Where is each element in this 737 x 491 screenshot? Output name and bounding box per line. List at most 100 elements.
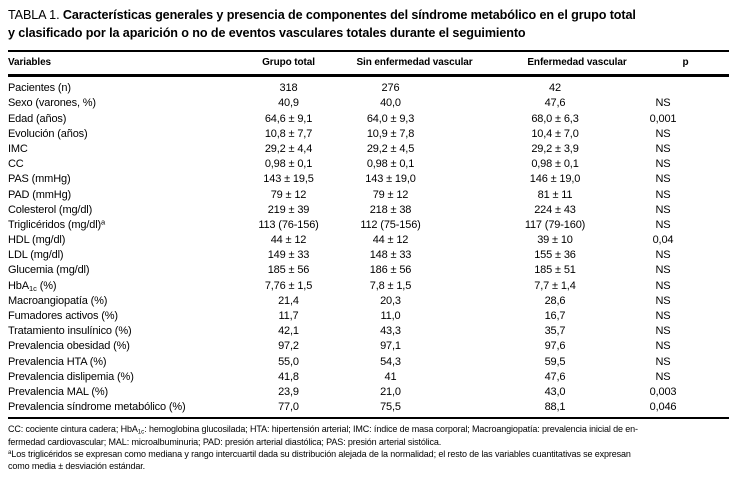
cell-sin-enfermedad-vascular: 75,5 [380,401,401,414]
cell-p-value: NS [655,310,671,322]
cell-enfermedad-vascular: 81 ± 11 [537,188,573,201]
cell-grupo-total: 55,0 [278,355,299,368]
cell-enfermedad-vascular: 29,2 ± 3,9 [531,142,579,155]
cell-enfermedad-vascular: 224 ± 43 [534,203,576,216]
cell-p-value: NS [655,142,671,155]
cell-sin-enfermedad-vascular: 10,9 ± 7,8 [366,127,415,140]
row-label: Prevalencia HTA (%) [8,355,107,368]
footnote-line-3: aLos triglicéridos se expresan como medi… [8,448,631,459]
row-label: PAD (mmHg) [8,188,72,201]
row-label: CC [8,158,24,171]
table-header: Variables Grupo total Sin enfermedad vas… [8,51,729,78]
row-label: Fumadores activos (%) [8,310,118,322]
cell-grupo-total: 219 ± 39 [267,203,310,216]
table-number: TABLA 1. [8,8,60,22]
column-header-p: p [642,51,729,78]
cell-sin-enfermedad-vascular: 11,0 [380,310,401,322]
cell-grupo-total: 0,98 ± 0,1 [264,158,313,171]
cell-sin-enfermedad-vascular: 112 (75-156) [360,218,421,231]
cell-sin-enfermedad-vascular: 40,0 [380,97,401,110]
cell-sin-enfermedad-vascular: 97,1 [380,340,401,353]
row-label: Prevalencia dislipemia (%) [8,370,134,383]
cell-p-value: NS [655,158,671,171]
table-title-line1: Características generales y presencia de… [62,8,636,22]
row-label: HbA1c (%) [8,279,57,293]
cell-enfermedad-vascular: 117 (79-160) [524,218,586,231]
table-row: Triglicéridos (mg/dl)a 113 (76-156) 112 … [8,217,729,232]
table-row: LDL (mg/dl) 149 ± 33 148 ± 33 155 ± 36 N… [8,248,729,263]
table-row: Prevalencia síndrome metabólico (%) 77,0… [8,400,729,419]
cell-p-value: 0,046 [649,401,677,414]
row-label: Macroangiopatía (%) [8,294,108,307]
cell-p-value: NS [655,325,671,338]
row-label: LDL (mg/dl) [8,249,64,262]
footnote-line-4: como media ± desviación estándar. [8,461,146,472]
table-title: TABLA 1. Características generales y pre… [8,7,729,42]
row-label: Prevalencia MAL (%) [8,385,109,398]
cell-grupo-total: 113 (76-156) [258,218,319,231]
row-label: Glucemia (mg/dl) [8,264,90,277]
cell-grupo-total: 77,0 [278,401,299,414]
table-row: Prevalencia MAL (%) 23,9 21,0 43,0 0,003 [8,384,729,399]
row-label: Prevalencia síndrome metabólico (%) [8,401,186,414]
cell-enfermedad-vascular: 47,6 [544,97,566,110]
row-label: Tratamiento insulínico (%) [8,325,132,338]
table-row: Fumadores activos (%) 11,7 11,0 16,7 NS [8,308,729,323]
row-label: HDL (mg/dl) [8,234,66,247]
cell-grupo-total: 29,2 ± 4,4 [264,142,313,155]
table-row: HDL (mg/dl) 44 ± 12 44 ± 12 39 ± 10 0,04 [8,232,729,247]
cell-p-value: NS [655,218,671,231]
cell-p-value: NS [655,188,671,201]
cell-enfermedad-vascular: 146 ± 19,0 [529,173,581,186]
table-row: Sexo (varones, %) 40,9 40,0 47,6 NS [8,96,729,111]
characteristics-table: Variables Grupo total Sin enfermedad vas… [8,50,729,420]
cell-enfermedad-vascular: 35,7 [544,325,566,338]
cell-p-value: 0,001 [649,112,677,125]
cell-sin-enfermedad-vascular: 20,3 [380,294,401,307]
footnote-line-2: fermedad cardiovascular; MAL: microalbum… [8,436,442,447]
cell-p-value: NS [655,294,671,307]
cell-enfermedad-vascular: 88,1 [544,401,566,414]
row-label: Colesterol (mg/dl) [8,203,93,216]
cell-p-value: NS [655,355,671,368]
cell-sin-enfermedad-vascular: 276 [381,82,400,95]
table-header-row: Variables Grupo total Sin enfermedad vas… [8,51,729,78]
column-header-enfermedad-vascular: Enfermedad vascular [482,51,642,78]
table-row: Tratamiento insulínico (%) 42,1 43,3 35,… [8,324,729,339]
row-label: Evolución (años) [8,127,88,140]
cell-enfermedad-vascular: 59,5 [544,355,566,368]
table-row: PAD (mmHg) 79 ± 12 79 ± 12 81 ± 11 NS [8,187,729,202]
cell-enfermedad-vascular: 155 ± 36 [534,249,576,262]
table-row: Pacientes (n) 318 276 42 [8,76,729,96]
cell-grupo-total: 318 [279,82,298,95]
table-body: Pacientes (n) 318 276 42 Sexo (varones, … [8,76,729,418]
cell-p-value: NS [655,340,671,353]
table-title-line2: y clasificado por la aparición o no de e… [8,25,526,40]
cell-grupo-total: 149 ± 33 [267,249,310,262]
table-row: Prevalencia obesidad (%) 97,2 97,1 97,6 … [8,339,729,354]
cell-enfermedad-vascular: 43,0 [544,385,566,398]
cell-grupo-total: 42,1 [278,325,299,338]
cell-sin-enfermedad-vascular: 21,0 [380,385,401,398]
cell-enfermedad-vascular: 7,7 ± 1,4 [534,279,576,292]
cell-p-value: NS [655,203,671,216]
cell-grupo-total: 64,6 ± 9,1 [264,112,313,125]
table-row: Colesterol (mg/dl) 219 ± 39 218 ± 38 224… [8,202,729,217]
cell-sin-enfermedad-vascular: 64,0 ± 9,3 [366,112,415,125]
cell-grupo-total: 44 ± 12 [270,234,307,247]
cell-sin-enfermedad-vascular: 148 ± 33 [369,249,412,262]
cell-p-value: NS [655,279,671,292]
journal-table-page: TABLA 1. Características generales y pre… [8,7,729,473]
cell-grupo-total: 79 ± 12 [270,188,307,201]
cell-enfermedad-vascular: 16,7 [544,310,566,322]
table-row: Prevalencia dislipemia (%) 41,8 41 47,6 … [8,369,729,384]
cell-sin-enfermedad-vascular: 7,8 ± 1,5 [369,279,412,292]
row-label: Edad (años) [8,112,67,125]
row-label: IMC [8,142,28,155]
cell-enfermedad-vascular: 42 [549,82,561,95]
table-footnotes: CC: cociente cintura cadera; HbA1c: hemo… [8,423,729,473]
cell-enfermedad-vascular: 28,6 [544,294,566,307]
table-row: Glucemia (mg/dl) 185 ± 56 186 ± 56 185 ±… [8,263,729,278]
row-label: PAS (mmHg) [8,173,71,186]
cell-grupo-total: 40,9 [278,97,299,110]
